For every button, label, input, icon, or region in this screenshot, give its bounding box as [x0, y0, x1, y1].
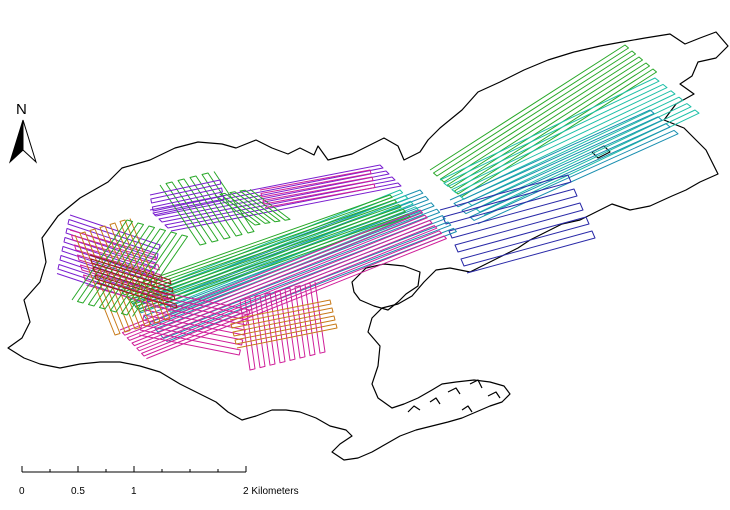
track-main-pink [119, 209, 447, 360]
survey-tracks [56, 44, 700, 371]
scale-label-0-5: 0.5 [71, 486, 85, 497]
track-west-magenta [69, 229, 172, 311]
track-west-red [89, 254, 178, 309]
track-west-green [71, 219, 188, 317]
shoreline-outer [7, 31, 729, 461]
track-main-purple [149, 164, 402, 232]
north-arrow-label: N [16, 101, 27, 118]
track-west-orange [74, 218, 171, 336]
track-north-green2 [214, 189, 291, 226]
north-arrow-icon [8, 119, 38, 164]
track-ne-blue [449, 109, 679, 225]
scale-label-1: 1 [131, 486, 137, 497]
scale-label-0: 0 [19, 486, 25, 497]
track-east-navy [439, 174, 596, 274]
scale-bar [21, 466, 247, 473]
track-north-mag [259, 169, 376, 208]
track-north-purple [149, 179, 225, 216]
track-north-green [159, 171, 255, 246]
island-shoreline [351, 263, 421, 311]
scale-label-2-km: 2 Kilometers [243, 486, 299, 497]
rocky-shore-islets [407, 379, 501, 413]
scale-bar-labels: 0 0.5 1 2 Kilometers [19, 486, 299, 497]
track-ne-green [429, 44, 657, 198]
track-south-magenta [239, 281, 326, 371]
north-arrow: N [8, 101, 38, 164]
track-south-orange [229, 299, 338, 349]
